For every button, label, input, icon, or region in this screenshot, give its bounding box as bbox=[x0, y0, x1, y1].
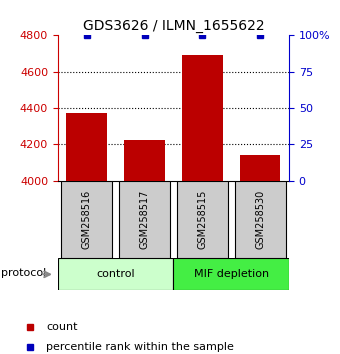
Bar bbox=[173, 258, 289, 290]
Bar bbox=[240, 155, 280, 181]
Title: GDS3626 / ILMN_1655622: GDS3626 / ILMN_1655622 bbox=[83, 19, 264, 33]
Text: count: count bbox=[46, 322, 78, 332]
Bar bbox=[235, 181, 286, 258]
Bar bbox=[182, 55, 222, 181]
Bar bbox=[124, 140, 165, 181]
Text: GSM258515: GSM258515 bbox=[197, 190, 207, 249]
Text: MIF depletion: MIF depletion bbox=[194, 269, 269, 279]
Text: GSM258516: GSM258516 bbox=[82, 190, 92, 249]
Bar bbox=[67, 113, 107, 181]
Text: control: control bbox=[96, 269, 135, 279]
Bar bbox=[61, 181, 112, 258]
Bar bbox=[119, 181, 170, 258]
Text: percentile rank within the sample: percentile rank within the sample bbox=[46, 342, 234, 352]
Text: protocol: protocol bbox=[1, 268, 46, 278]
Text: GSM258517: GSM258517 bbox=[139, 190, 150, 249]
Bar bbox=[58, 258, 173, 290]
Bar bbox=[177, 181, 228, 258]
Text: GSM258530: GSM258530 bbox=[255, 190, 265, 249]
